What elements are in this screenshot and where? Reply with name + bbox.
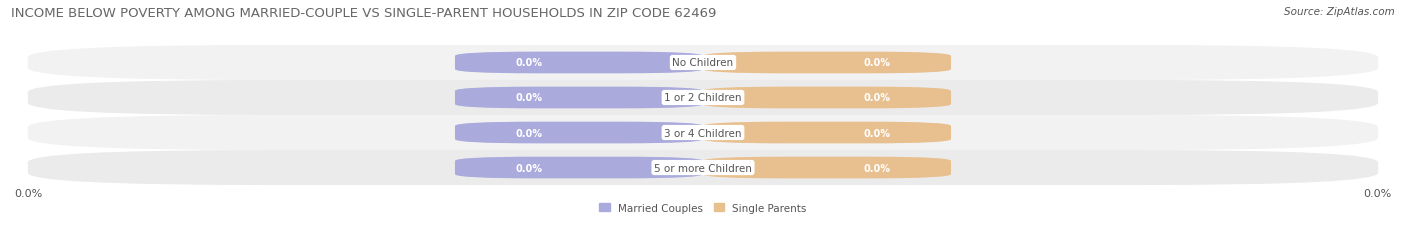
FancyBboxPatch shape: [703, 87, 950, 109]
Text: 0.0%: 0.0%: [516, 58, 543, 68]
Legend: Married Couples, Single Parents: Married Couples, Single Parents: [595, 198, 811, 217]
FancyBboxPatch shape: [28, 150, 1378, 185]
Text: 0.0%: 0.0%: [516, 93, 543, 103]
Text: 0.0%: 0.0%: [863, 58, 890, 68]
FancyBboxPatch shape: [703, 157, 950, 179]
Text: Source: ZipAtlas.com: Source: ZipAtlas.com: [1284, 7, 1395, 17]
FancyBboxPatch shape: [28, 81, 1378, 116]
FancyBboxPatch shape: [703, 52, 950, 74]
Text: 0.0%: 0.0%: [863, 93, 890, 103]
FancyBboxPatch shape: [456, 87, 703, 109]
FancyBboxPatch shape: [703, 122, 950, 144]
Text: INCOME BELOW POVERTY AMONG MARRIED-COUPLE VS SINGLE-PARENT HOUSEHOLDS IN ZIP COD: INCOME BELOW POVERTY AMONG MARRIED-COUPL…: [11, 7, 717, 20]
FancyBboxPatch shape: [456, 122, 703, 144]
FancyBboxPatch shape: [456, 52, 703, 74]
FancyBboxPatch shape: [28, 46, 1378, 81]
Text: No Children: No Children: [672, 58, 734, 68]
Text: 0.0%: 0.0%: [14, 188, 42, 198]
FancyBboxPatch shape: [456, 157, 703, 179]
Text: 5 or more Children: 5 or more Children: [654, 163, 752, 173]
Text: 0.0%: 0.0%: [863, 128, 890, 138]
Text: 0.0%: 0.0%: [516, 128, 543, 138]
Text: 0.0%: 0.0%: [516, 163, 543, 173]
Text: 1 or 2 Children: 1 or 2 Children: [664, 93, 742, 103]
FancyBboxPatch shape: [28, 116, 1378, 150]
Text: 3 or 4 Children: 3 or 4 Children: [664, 128, 742, 138]
Text: 0.0%: 0.0%: [863, 163, 890, 173]
Text: 0.0%: 0.0%: [1364, 188, 1392, 198]
